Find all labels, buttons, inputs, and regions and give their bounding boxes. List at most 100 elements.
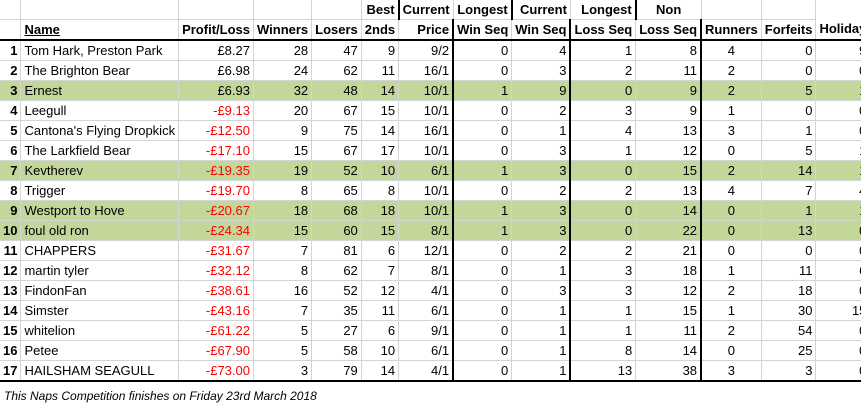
- cell-current-loss-seq: 1: [569, 140, 637, 161]
- cell-forfeits: 7: [761, 180, 817, 201]
- cell-seconds: 15: [361, 220, 400, 241]
- table-row: 1 Tom Hark, Preston Park £8.27 28 47 9 9/2 0 4 1 8…: [0, 40, 861, 61]
- cell-position: 12: [0, 260, 22, 281]
- cell-current-win-seq: 0: [452, 40, 513, 61]
- cell-seconds: 8: [361, 180, 400, 201]
- cell-current-win-seq: 1: [452, 220, 513, 241]
- cell-losers: 67: [311, 100, 362, 121]
- cell-holiday: 1: [815, 80, 861, 101]
- cell-holiday: 0: [815, 240, 861, 261]
- cell-price: 10/1: [398, 100, 454, 121]
- cell-longest-loss-seq: 9: [635, 100, 702, 121]
- cell-position: 9: [0, 200, 22, 221]
- cell-forfeits: 0: [761, 100, 817, 121]
- cell-holiday: 6: [815, 260, 861, 281]
- cell-losers: 62: [311, 60, 362, 81]
- cell-seconds: 7: [361, 260, 400, 281]
- cell-non-runners: 0: [700, 220, 762, 241]
- cell-price: 9/1: [398, 320, 454, 341]
- cell-longest-win-seq: 2: [511, 180, 571, 201]
- cell-non-runners: 2: [700, 80, 762, 101]
- cell-current-loss-seq: 0: [569, 80, 637, 101]
- cell-current-loss-seq: 8: [569, 340, 637, 361]
- cell-price: 12/1: [398, 240, 454, 261]
- cell-longest-win-seq: 3: [511, 140, 571, 161]
- cell-forfeits: 54: [761, 320, 817, 341]
- cell-longest-win-seq: 3: [511, 220, 571, 241]
- cell-seconds: 18: [361, 200, 400, 221]
- cell-current-loss-seq: 3: [569, 100, 637, 121]
- cell-non-runners: 2: [700, 280, 762, 301]
- cell-longest-win-seq: 2: [511, 240, 571, 261]
- cell-seconds: 14: [361, 360, 400, 382]
- cell-longest-loss-seq: 13: [635, 120, 702, 141]
- cell-profit: -£73.00: [178, 360, 254, 382]
- cell-longest-loss-seq: 8: [635, 40, 702, 61]
- cell-name: martin tyler: [20, 260, 180, 281]
- header-runners: Runners: [700, 19, 762, 41]
- cell-position: 1: [0, 40, 22, 61]
- cell-losers: 48: [311, 80, 362, 101]
- cell-holiday: 1: [815, 140, 861, 161]
- table-row: 9 Westport to Hove -£20.67 18 68 18 10/1 1 3 0 14 0…: [0, 200, 861, 221]
- cell-current-win-seq: 1: [452, 160, 513, 181]
- cell-price: 4/1: [398, 360, 454, 382]
- cell-losers: 62: [311, 260, 362, 281]
- cell-seconds: 6: [361, 240, 400, 261]
- cell-holiday: 1: [815, 160, 861, 181]
- cell-seconds: 6: [361, 320, 400, 341]
- cell-non-runners: 4: [700, 40, 762, 61]
- cell-winners: 16: [253, 280, 313, 301]
- header-forfeits: Forfeits: [761, 19, 817, 41]
- cell-longest-win-seq: 9: [511, 80, 571, 101]
- cell-profit: -£20.67: [178, 200, 254, 221]
- cell-name: Tom Hark, Preston Park: [20, 40, 180, 61]
- cell-position: 6: [0, 140, 22, 161]
- cell-losers: 58: [311, 340, 362, 361]
- cell-longest-loss-seq: 15: [635, 300, 702, 321]
- cell-winners: 19: [253, 160, 313, 181]
- cell-winners: 32: [253, 80, 313, 101]
- cell-longest-win-seq: 3: [511, 280, 571, 301]
- cell-current-loss-seq: 0: [569, 220, 637, 241]
- cell-forfeits: 0: [761, 40, 817, 61]
- cell-non-runners: 0: [700, 200, 762, 221]
- header-price: Price: [398, 19, 454, 41]
- cell-position: 4: [0, 100, 22, 121]
- cell-longest-loss-seq: 38: [635, 360, 702, 382]
- cell-losers: 35: [311, 300, 362, 321]
- cell-longest-loss-seq: 12: [635, 280, 702, 301]
- cell-current-loss-seq: 4: [569, 120, 637, 141]
- cell-winners: 28: [253, 40, 313, 61]
- cell-price: 16/1: [398, 120, 454, 141]
- cell-longest-win-seq: 3: [511, 60, 571, 81]
- cell-winners: 3: [253, 360, 313, 382]
- cell-non-runners: 0: [700, 240, 762, 261]
- header-row-top: Best Current Longest Current Longest Non: [0, 0, 861, 20]
- cell-longest-loss-seq: 21: [635, 240, 702, 261]
- cell-price: 4/1: [398, 280, 454, 301]
- cell-position: 10: [0, 220, 22, 241]
- cell-losers: 47: [311, 40, 362, 61]
- cell-profit: -£32.12: [178, 260, 254, 281]
- header-losers: Losers: [311, 19, 362, 41]
- cell-longest-loss-seq: 11: [635, 60, 702, 81]
- cell-price: 8/1: [398, 220, 454, 241]
- cell-profit: -£19.70: [178, 180, 254, 201]
- cell-profit: -£17.10: [178, 140, 254, 161]
- cell-winners: 7: [253, 240, 313, 261]
- cell-price: 6/1: [398, 160, 454, 181]
- header-current-win: Current: [397, 0, 454, 20]
- cell-holiday: 0: [815, 100, 861, 121]
- cell-name: foul old ron: [20, 220, 180, 241]
- cell-winners: 7: [253, 300, 313, 321]
- cell-current-win-seq: 0: [452, 180, 513, 201]
- cell-holiday: 0: [815, 280, 861, 301]
- cell-profit: -£43.16: [178, 300, 254, 321]
- cell-current-loss-seq: 13: [569, 360, 637, 382]
- cell-current-win-seq: 0: [452, 320, 513, 341]
